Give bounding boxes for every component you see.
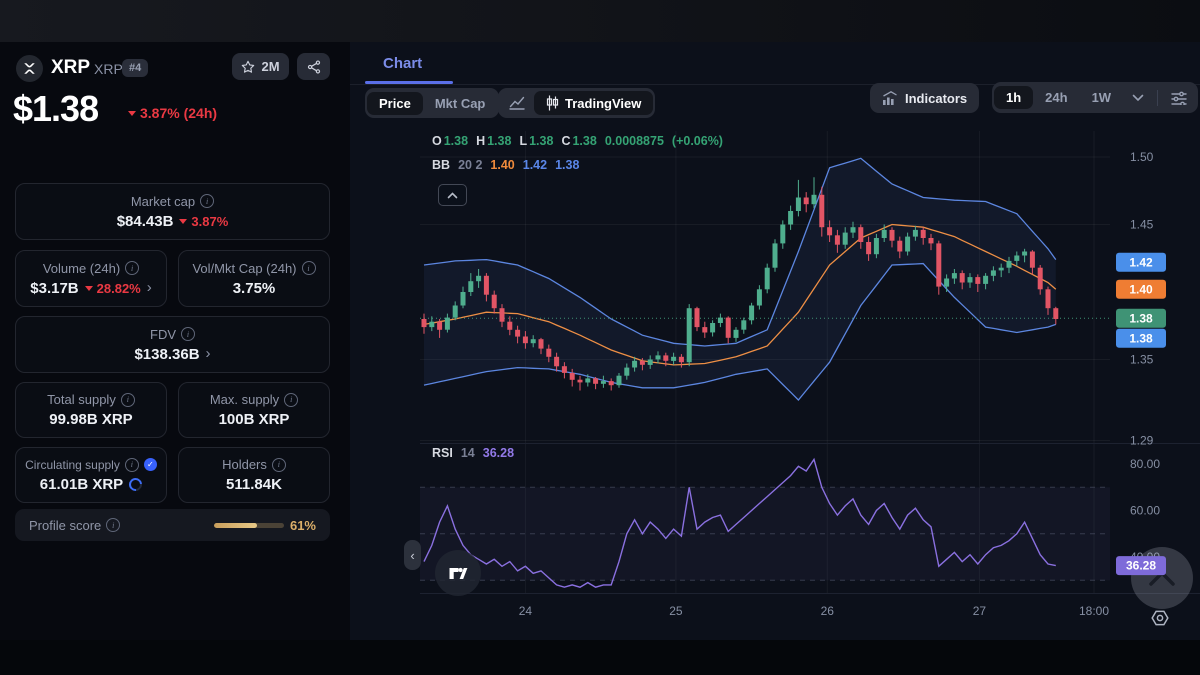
circulating-supply-card: Circulating supply i ✓ 61.01B XRP <box>15 447 167 503</box>
collapse-legend-button[interactable] <box>438 184 467 206</box>
tab-divider <box>350 84 1200 85</box>
chart-main: Chart Price Mkt Cap TradingView <box>350 42 1200 640</box>
xrp-logo-icon <box>16 55 43 82</box>
sidebar-collapse-handle[interactable]: ‹ <box>404 540 421 570</box>
chevron-right-icon: › <box>146 279 152 296</box>
svg-text:1.40: 1.40 <box>1129 282 1153 296</box>
timeframe-1w[interactable]: 1W <box>1091 90 1112 105</box>
tradingview-logo-icon <box>449 567 468 579</box>
info-icon[interactable]: i <box>125 261 140 275</box>
rsi-legend: RSI 14 36.28 <box>432 446 515 460</box>
top-banner <box>0 0 1200 42</box>
price-mktcap-toggle: Price Mkt Cap <box>365 88 500 118</box>
profile-score-bar <box>213 522 284 528</box>
timeframe-selector: 1h 24h 1W <box>992 82 1199 113</box>
svg-text:18:00: 18:00 <box>1079 604 1109 618</box>
info-icon[interactable]: i <box>106 518 121 532</box>
down-arrow-icon <box>128 110 136 116</box>
tab-chart[interactable]: Chart <box>383 55 423 72</box>
coin-name: XRP <box>51 57 91 78</box>
price-chart-svg[interactable]: 1.501.451.351.2980.0060.0040.00242526271… <box>420 125 1200 635</box>
hexagon-nut-icon <box>1151 610 1169 626</box>
price-change: 3.87% (24h) <box>128 105 217 121</box>
tradingview-toggle[interactable]: TradingView <box>534 91 654 115</box>
info-icon[interactable]: i <box>301 261 316 275</box>
indicators-icon <box>883 91 897 105</box>
chevron-up-icon <box>447 191 458 198</box>
svg-text:1.45: 1.45 <box>1130 218 1154 232</box>
down-arrow-icon <box>179 218 188 224</box>
chart-settings-button[interactable] <box>1162 87 1196 109</box>
info-icon[interactable]: i <box>271 457 286 472</box>
timeframe-1h[interactable]: 1h <box>994 86 1034 109</box>
timeframe-dropdown[interactable] <box>1123 90 1153 106</box>
svg-text:24: 24 <box>519 604 533 618</box>
svg-text:36.28: 36.28 <box>1126 559 1156 573</box>
candlestick-icon <box>546 95 559 111</box>
coin-sidebar: XRP XRP #4 2M $1.38 3.87% (24h) Market c… <box>0 42 350 640</box>
chart-type-toggle: TradingView <box>498 88 656 118</box>
vol-mktcap-card: Vol/Mkt Cap (24h) i 3.75% <box>178 250 330 307</box>
info-icon[interactable]: i <box>124 457 139 472</box>
indicators-button[interactable]: Indicators <box>870 83 980 113</box>
info-icon[interactable]: i <box>120 392 135 407</box>
svg-text:26: 26 <box>821 604 835 618</box>
volume-card[interactable]: Volume (24h) i $3.17B 28.82% › <box>15 250 167 307</box>
fdv-card[interactable]: FDV i $138.36B › <box>15 316 330 373</box>
timezone-settings-button[interactable] <box>1147 605 1173 631</box>
max-supply-card: Max. supply i 100B XRP <box>178 382 330 438</box>
total-supply-card: Total supply i 99.98B XRP <box>15 382 167 438</box>
down-arrow-icon <box>84 285 93 291</box>
info-icon[interactable]: i <box>181 327 195 341</box>
share-button[interactable] <box>297 53 330 80</box>
line-chart-icon <box>509 96 525 110</box>
chevron-down-icon <box>1132 94 1144 101</box>
toggle-mktcap[interactable]: Mkt Cap <box>434 95 486 111</box>
info-icon[interactable]: i <box>200 194 215 208</box>
star-icon <box>242 60 255 73</box>
info-icon[interactable]: i <box>284 392 299 407</box>
svg-text:27: 27 <box>973 604 987 618</box>
ohlc-legend: O 1.38 H 1.38 L 1.38 C 1.38 0.0008875 (+0.06… <box>432 134 723 148</box>
tab-active-underline <box>365 81 453 84</box>
verified-check-icon: ✓ <box>143 458 157 471</box>
svg-text:80.00: 80.00 <box>1130 457 1160 471</box>
supply-progress-ring <box>126 474 145 494</box>
watchlist-count: 2M <box>261 59 280 74</box>
tradingview-watermark[interactable] <box>435 550 481 596</box>
svg-text:1.38: 1.38 <box>1129 311 1153 325</box>
sliders-icon <box>1171 91 1187 105</box>
svg-text:1.35: 1.35 <box>1130 353 1154 367</box>
toolbar-divider <box>1157 89 1159 106</box>
bottom-strip <box>0 640 1200 675</box>
profile-score-card: Profile score i 61% <box>15 509 330 541</box>
svg-text:1.50: 1.50 <box>1130 150 1154 164</box>
profile-score-fill <box>213 522 257 528</box>
coin-ticker: XRP <box>94 61 123 77</box>
market-cap-card: Market cap i $84.43B 3.87% <box>15 183 330 240</box>
svg-text:25: 25 <box>669 604 683 618</box>
rank-badge: #4 <box>122 59 149 77</box>
share-icon <box>307 59 320 74</box>
chevron-right-icon: › <box>205 345 211 362</box>
svg-text:1.29: 1.29 <box>1130 434 1154 448</box>
timeframe-24h[interactable]: 24h <box>1045 90 1068 105</box>
toggle-price[interactable]: Price <box>367 91 423 115</box>
profile-score-value: 61% <box>289 517 316 533</box>
svg-text:60.00: 60.00 <box>1130 504 1160 518</box>
bb-legend: BB 20 2 1.40 1.42 1.38 <box>432 158 580 172</box>
coin-price: $1.38 <box>13 88 99 129</box>
watchlist-button[interactable]: 2M <box>232 53 289 80</box>
line-chart-toggle[interactable] <box>500 92 534 114</box>
holders-card: Holders i 511.84K <box>178 447 330 503</box>
svg-text:1.38: 1.38 <box>1129 331 1153 345</box>
svg-text:1.42: 1.42 <box>1129 255 1153 269</box>
